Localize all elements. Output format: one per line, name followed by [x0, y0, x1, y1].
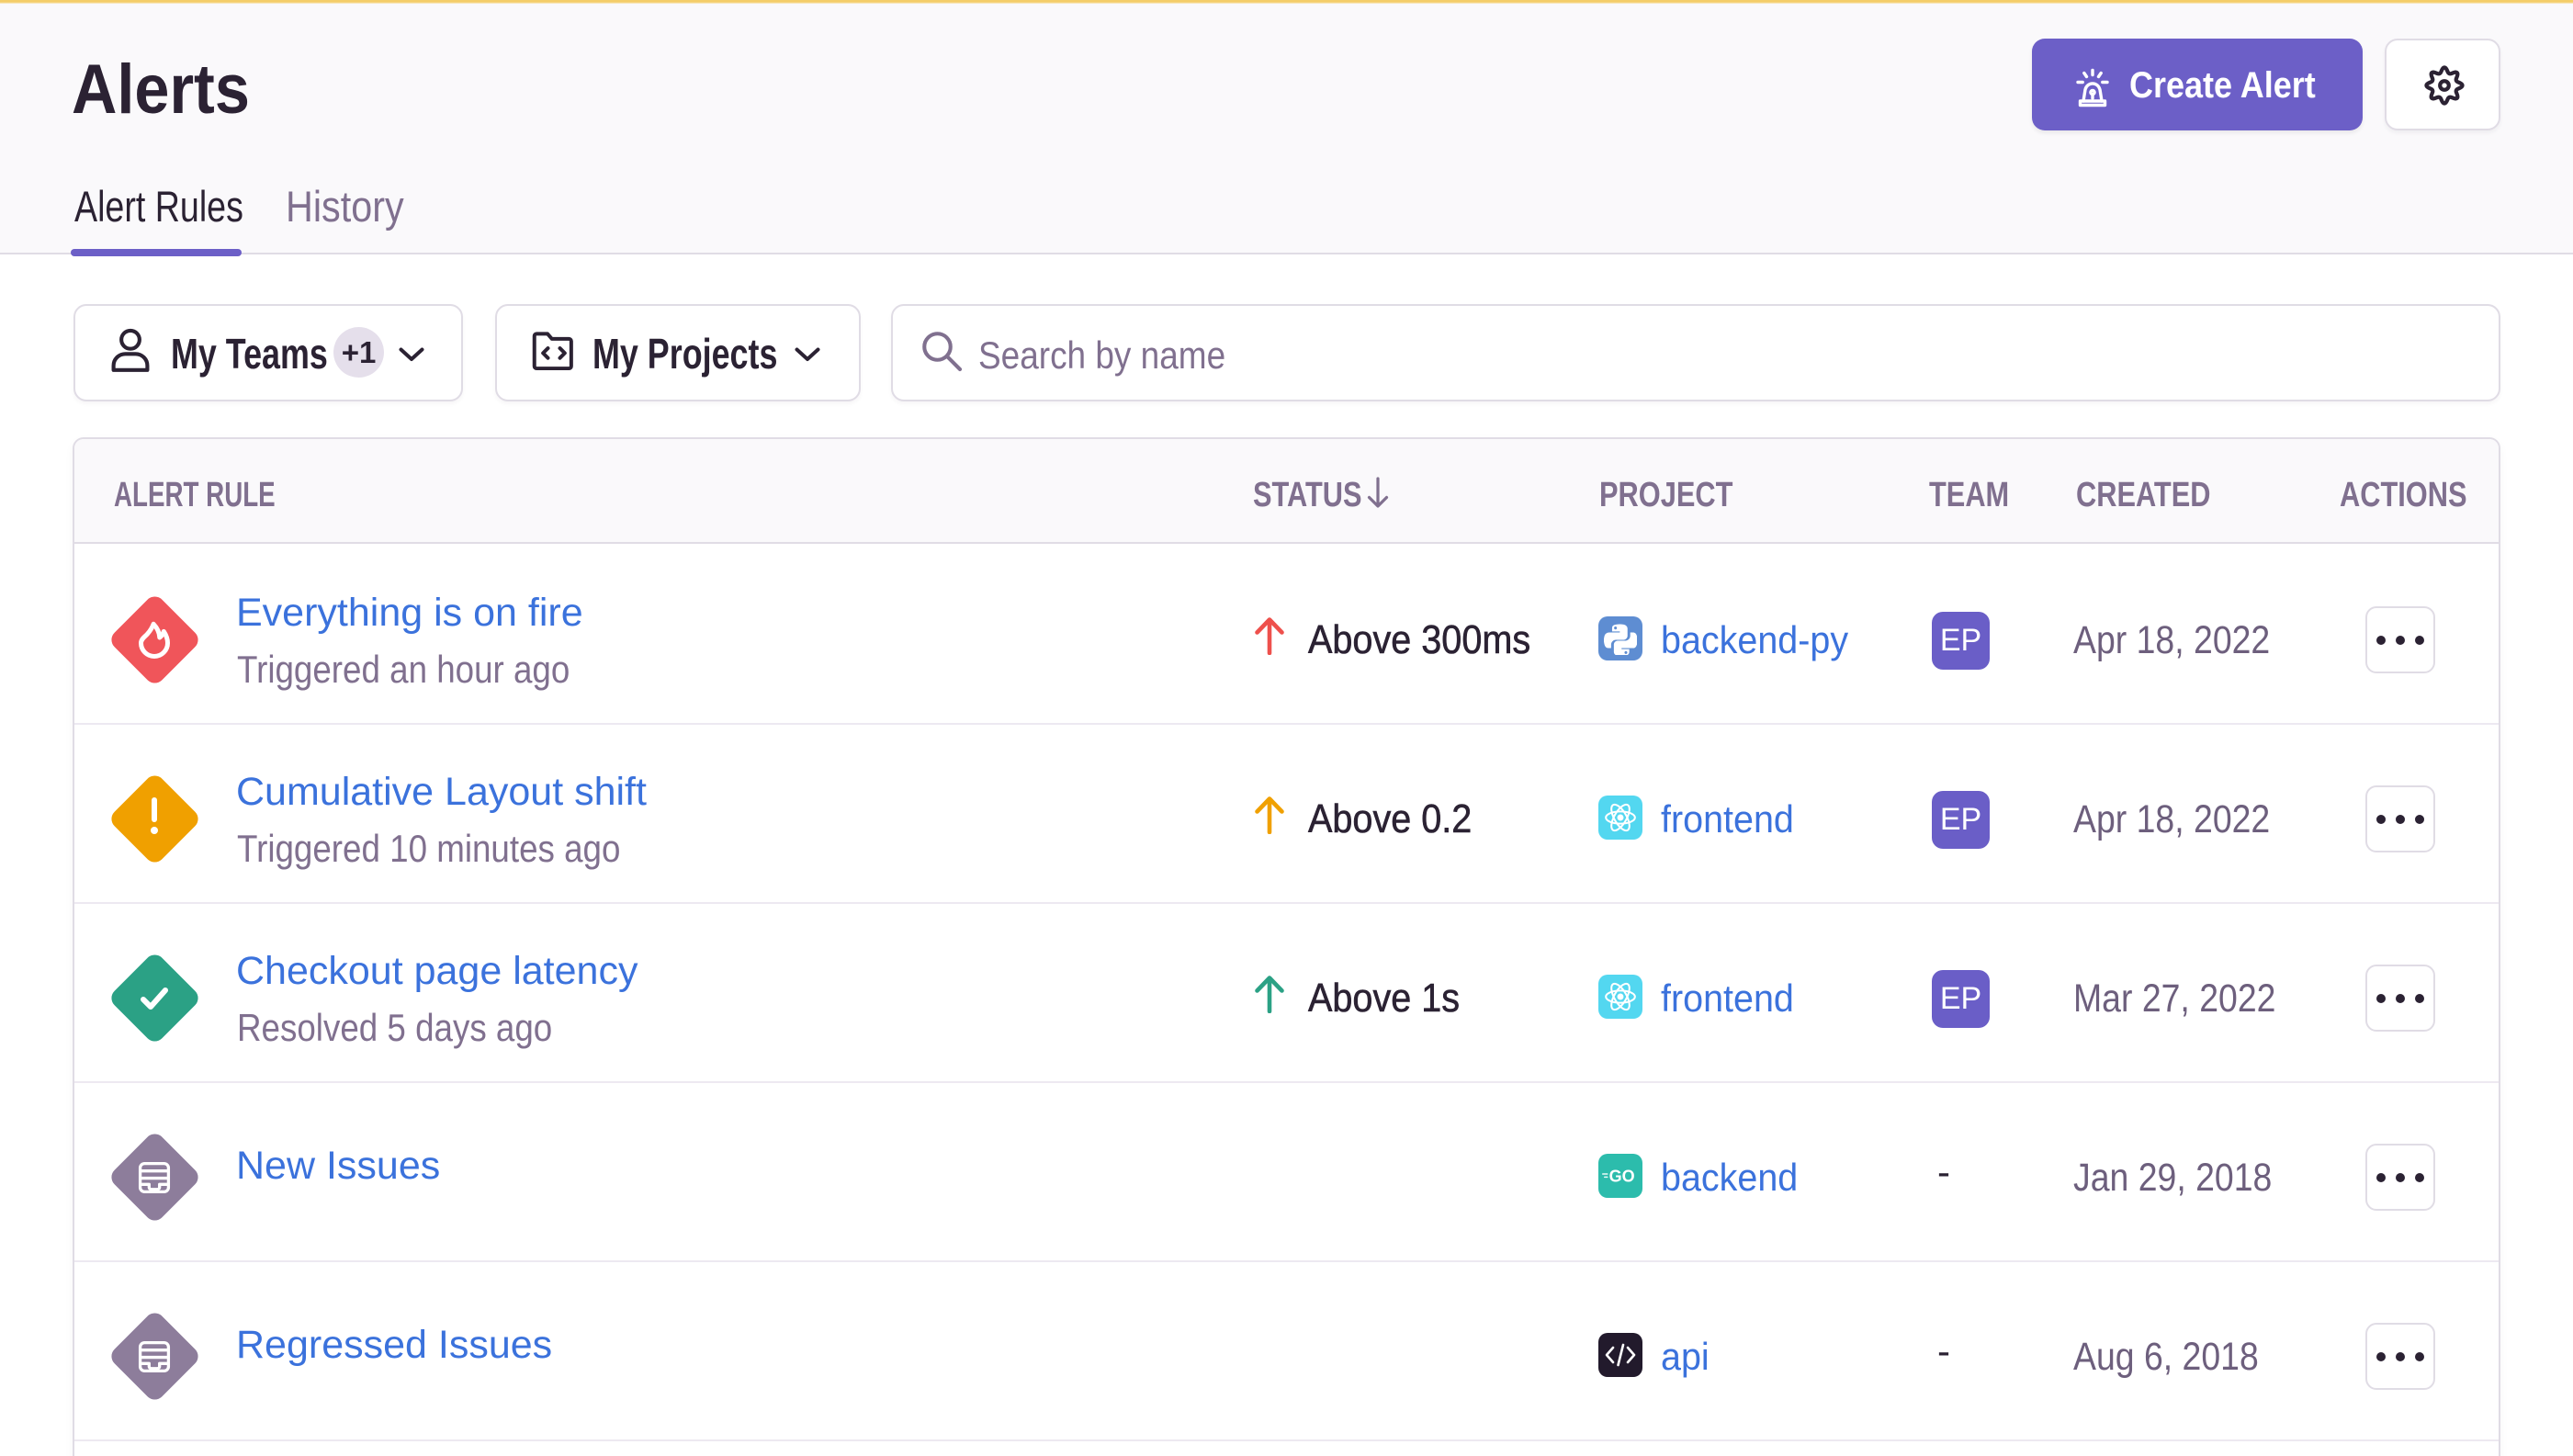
svg-text:GO: GO [1609, 1168, 1635, 1186]
